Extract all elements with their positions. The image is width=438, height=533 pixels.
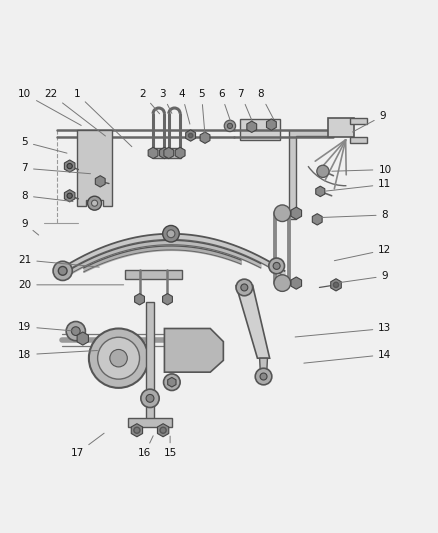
Circle shape (274, 205, 290, 222)
Circle shape (134, 427, 140, 433)
Polygon shape (164, 328, 223, 372)
Circle shape (141, 389, 159, 408)
Polygon shape (95, 176, 105, 187)
Text: 22: 22 (44, 89, 106, 136)
Circle shape (92, 200, 98, 206)
Text: 7: 7 (21, 163, 91, 174)
Polygon shape (331, 279, 341, 291)
Circle shape (167, 230, 175, 238)
Text: 9: 9 (21, 219, 39, 235)
Circle shape (163, 374, 180, 391)
Text: 18: 18 (18, 350, 98, 360)
Text: 12: 12 (334, 245, 392, 261)
Text: 14: 14 (304, 350, 392, 363)
Text: 10: 10 (18, 89, 81, 125)
Text: 4: 4 (179, 89, 190, 124)
Polygon shape (266, 119, 276, 130)
Text: 15: 15 (163, 436, 177, 458)
Polygon shape (152, 148, 181, 158)
Polygon shape (312, 214, 322, 225)
Polygon shape (186, 130, 195, 141)
Polygon shape (157, 424, 169, 437)
Circle shape (71, 327, 80, 335)
Polygon shape (240, 119, 280, 140)
Circle shape (273, 262, 280, 269)
Polygon shape (164, 147, 174, 159)
Circle shape (241, 284, 248, 291)
Text: 8: 8 (321, 210, 388, 220)
Polygon shape (350, 138, 367, 143)
Circle shape (66, 321, 85, 341)
Polygon shape (291, 207, 302, 220)
Text: 17: 17 (71, 433, 104, 458)
Polygon shape (148, 147, 158, 159)
Polygon shape (350, 118, 367, 124)
Circle shape (260, 373, 267, 380)
Text: 5: 5 (198, 89, 205, 133)
Text: 9: 9 (339, 271, 388, 282)
Polygon shape (316, 186, 325, 197)
Text: 10: 10 (332, 165, 392, 175)
Circle shape (162, 225, 179, 242)
Circle shape (188, 133, 193, 138)
Polygon shape (162, 294, 173, 305)
Circle shape (67, 193, 72, 198)
Text: 1: 1 (74, 89, 132, 147)
Circle shape (236, 279, 253, 296)
Text: 9: 9 (353, 111, 386, 132)
Polygon shape (200, 132, 210, 143)
Polygon shape (247, 121, 257, 133)
Circle shape (224, 120, 236, 132)
Polygon shape (236, 285, 270, 358)
Circle shape (255, 368, 272, 385)
Polygon shape (328, 118, 354, 138)
Text: 6: 6 (218, 89, 230, 120)
Polygon shape (146, 302, 154, 422)
Text: 11: 11 (326, 180, 392, 191)
Polygon shape (260, 358, 268, 376)
Polygon shape (128, 418, 172, 427)
Circle shape (227, 123, 233, 128)
Polygon shape (291, 277, 302, 289)
Text: 8: 8 (21, 191, 73, 201)
Circle shape (58, 266, 67, 275)
Polygon shape (77, 332, 88, 345)
Polygon shape (175, 147, 185, 159)
Text: 13: 13 (295, 324, 392, 337)
Polygon shape (134, 294, 145, 305)
Text: 3: 3 (159, 89, 172, 114)
Text: 16: 16 (138, 436, 153, 458)
Text: 21: 21 (18, 255, 99, 267)
Circle shape (89, 328, 148, 388)
Polygon shape (289, 130, 333, 220)
Circle shape (317, 165, 329, 177)
Polygon shape (64, 160, 75, 172)
Polygon shape (77, 130, 112, 206)
Polygon shape (64, 190, 75, 202)
Text: 19: 19 (18, 322, 73, 332)
Polygon shape (131, 424, 143, 437)
Polygon shape (159, 147, 170, 159)
Text: 2: 2 (139, 89, 159, 114)
Text: 5: 5 (21, 137, 67, 153)
Circle shape (67, 164, 72, 169)
Circle shape (146, 394, 154, 402)
Circle shape (53, 261, 72, 280)
Circle shape (274, 275, 290, 292)
Text: 8: 8 (257, 89, 274, 119)
Polygon shape (168, 377, 176, 387)
Circle shape (160, 427, 166, 433)
Circle shape (110, 350, 127, 367)
Circle shape (269, 258, 285, 274)
Text: 7: 7 (237, 89, 252, 121)
Polygon shape (125, 270, 182, 279)
Circle shape (333, 282, 339, 287)
Circle shape (98, 337, 140, 379)
Circle shape (88, 196, 102, 210)
Text: 20: 20 (18, 280, 124, 290)
